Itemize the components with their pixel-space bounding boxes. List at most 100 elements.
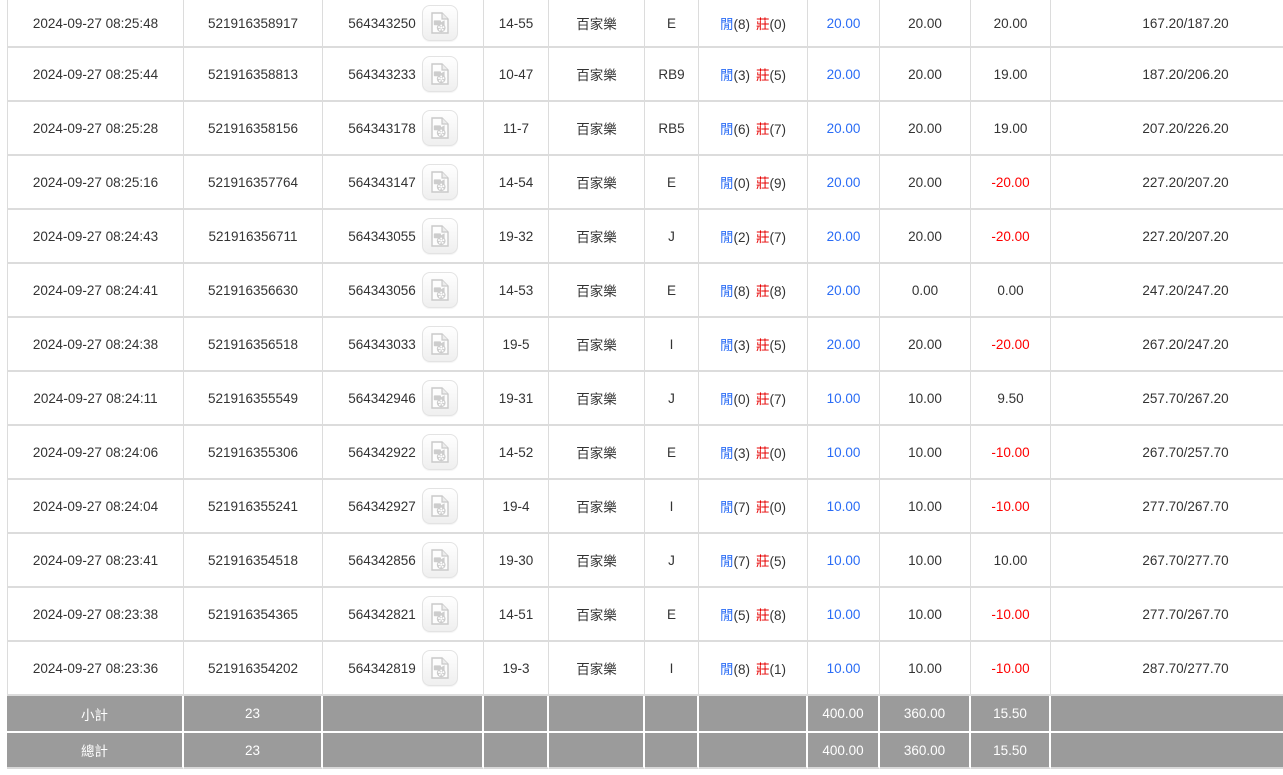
game-type: 百家樂 [549,264,645,318]
bet-amount-link[interactable]: 10.00 [826,660,861,676]
player-result-score: (8) [733,17,751,32]
video-replay-button[interactable] [421,434,458,470]
bet-amount-link[interactable]: 10.00 [826,390,861,406]
bet-amount-cell: 20.00 [808,48,880,102]
bet-record-row: 2024-09-27 08:25:16 521916357764 5643431… [7,156,1283,210]
bet-records-table: 2024-09-27 08:25:48 521916358917 5643432… [7,0,1283,769]
player-result-label: 閒 [720,392,734,407]
table-number: 14-53 [484,264,549,318]
bet-id: 521916358156 [184,102,323,156]
round-id: 564342946 [348,390,416,406]
video-file-icon [430,549,450,571]
bet-id: 521916355549 [184,372,323,426]
win-loss: 10.00 [971,534,1051,588]
video-file-icon [430,603,450,625]
bet-amount-cell: 10.00 [808,480,880,534]
video-replay-button[interactable] [421,272,458,308]
total-label: 總計 [7,733,184,769]
banker-result-score: (8) [769,608,787,623]
total-empty-cell [484,733,549,769]
balance: 267.70/257.70 [1051,426,1283,480]
video-replay-button[interactable] [421,110,458,146]
bet-id: 521916356518 [184,318,323,372]
round-cell: 564342927 [323,480,484,534]
video-replay-button[interactable] [421,218,458,254]
bet-time: 2024-09-27 08:24:04 [7,480,184,534]
video-replay-button[interactable] [421,5,458,41]
video-replay-button[interactable] [421,164,458,200]
banker-result-score: (0) [769,17,787,32]
bet-amount-link[interactable]: 10.00 [826,498,861,514]
bet-amount-link[interactable]: 20.00 [826,174,861,190]
bet-amount-link[interactable]: 20.00 [826,15,861,31]
video-replay-button[interactable] [421,56,458,92]
total-valid-amount: 360.00 [880,733,971,769]
total-empty-cell [323,733,484,769]
bet-amount-link[interactable]: 20.00 [826,120,861,136]
banker-result-score: (9) [769,176,787,191]
bet-record-row: 2024-09-27 08:25:28 521916358156 5643431… [7,102,1283,156]
video-replay-button[interactable] [421,596,458,632]
game-type: 百家樂 [549,588,645,642]
video-file-icon [430,117,450,139]
video-file-icon [430,441,450,463]
valid-amount: 10.00 [880,642,971,696]
round-id: 564342922 [348,444,416,460]
records-footer: 小計 23 400.00 360.00 15.50 總計 23 [7,696,1283,769]
total-empty-cell [1051,733,1283,769]
video-replay-button[interactable] [421,488,458,524]
player-result-label: 閒 [720,122,734,137]
bet-amount-link[interactable]: 10.00 [826,444,861,460]
bet-time: 2024-09-27 08:25:48 [7,0,184,48]
round-id: 564342821 [348,606,416,622]
bet-amount-link[interactable]: 20.00 [826,336,861,352]
video-replay-button[interactable] [421,326,458,362]
win-loss: -10.00 [971,642,1051,696]
bet-amount-cell: 20.00 [808,156,880,210]
bet-id: 521916355306 [184,426,323,480]
game-code: I [645,642,699,696]
bet-record-row: 2024-09-27 08:25:44 521916358813 5643432… [7,48,1283,102]
bet-amount-cell: 10.00 [808,372,880,426]
bet-amount-cell: 10.00 [808,588,880,642]
bet-amount-link[interactable]: 20.00 [826,282,861,298]
total-empty-cell [699,733,808,769]
round-id: 564343033 [348,336,416,352]
subtotal-empty-cell [699,696,808,733]
game-code: E [645,426,699,480]
banker-result-score: (5) [769,68,787,83]
player-result-label: 閒 [720,338,734,353]
subtotal-label: 小計 [7,696,184,733]
player-result-score: (3) [733,446,751,461]
bet-amount-link[interactable]: 20.00 [826,228,861,244]
total-win-loss: 15.50 [971,733,1051,769]
game-type: 百家樂 [549,102,645,156]
win-loss: -10.00 [971,480,1051,534]
bet-amount-link[interactable]: 10.00 [826,606,861,622]
video-replay-button[interactable] [421,542,458,578]
player-result-score: (0) [733,176,751,191]
round-cell: 564342821 [323,588,484,642]
table-number: 19-30 [484,534,549,588]
win-loss: -20.00 [971,156,1051,210]
player-result-score: (5) [733,608,751,623]
video-replay-button[interactable] [421,380,458,416]
bet-amount-link[interactable]: 20.00 [826,66,861,82]
valid-amount: 0.00 [880,264,971,318]
player-result-score: (7) [733,500,751,515]
table-number: 14-51 [484,588,549,642]
player-result-score: (8) [733,662,751,677]
video-replay-button[interactable] [421,650,458,686]
bet-time: 2024-09-27 08:24:11 [7,372,184,426]
player-result-label: 閒 [720,284,734,299]
win-loss: 19.00 [971,48,1051,102]
bet-amount-link[interactable]: 10.00 [826,552,861,568]
game-result: 閒(8) 莊(8) [699,264,808,318]
round-cell: 564342819 [323,642,484,696]
valid-amount: 20.00 [880,156,971,210]
round-cell: 564342856 [323,534,484,588]
banker-result-label: 莊 [756,230,770,245]
round-cell: 564343147 [323,156,484,210]
win-loss: 20.00 [971,0,1051,48]
game-code: J [645,210,699,264]
